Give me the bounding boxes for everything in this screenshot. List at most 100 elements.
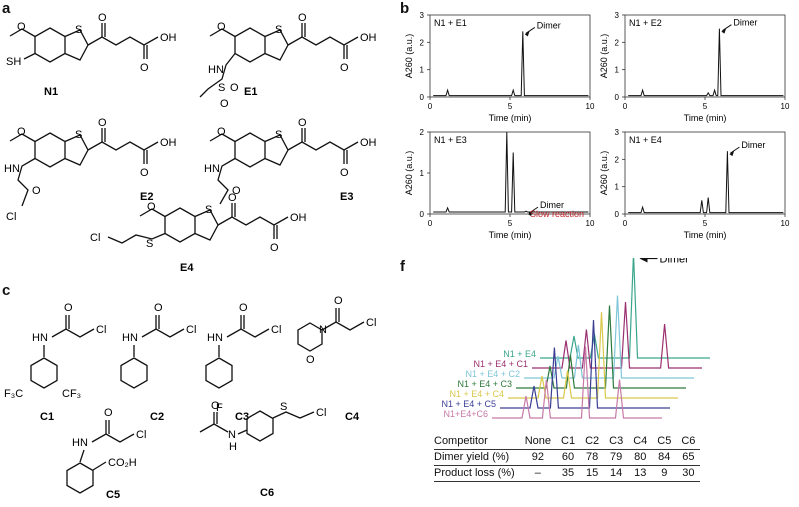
svg-text:Cl: Cl bbox=[366, 317, 376, 329]
y-tick-label: 3 bbox=[420, 11, 425, 20]
y-tick-label: 0 bbox=[420, 93, 425, 102]
svg-text:HN: HN bbox=[204, 163, 220, 175]
svg-text:O: O bbox=[154, 302, 163, 314]
y-tick-label: 2 bbox=[420, 128, 425, 137]
svg-text:F: F bbox=[216, 402, 223, 414]
chromatogram-trace bbox=[433, 31, 589, 97]
y-tick-label: 0 bbox=[420, 210, 425, 219]
svg-text:CF₃: CF₃ bbox=[62, 388, 81, 400]
panel-letter-f: f bbox=[400, 258, 405, 275]
y-axis-label: A260 (a.u.) bbox=[404, 34, 414, 79]
svg-text:OH: OH bbox=[360, 32, 377, 44]
x-tick-label: 5 bbox=[703, 102, 708, 111]
atom-oh: OH bbox=[160, 32, 177, 44]
chromatogram-title: N1 + E4 bbox=[629, 135, 662, 145]
svg-text:Cl: Cl bbox=[6, 211, 16, 223]
svg-text:OH: OH bbox=[290, 212, 307, 224]
svg-text:S: S bbox=[275, 129, 282, 141]
svg-text:HN: HN bbox=[4, 163, 20, 175]
table-cell: Competitor bbox=[434, 434, 520, 450]
series-label: N1 + E4 + C1 bbox=[473, 359, 528, 369]
y-tick-label: 1 bbox=[420, 169, 425, 178]
stacked-trace bbox=[492, 346, 662, 419]
dimer-arrowhead bbox=[524, 30, 530, 37]
svg-text:O: O bbox=[217, 21, 226, 33]
svg-text:Cl: Cl bbox=[90, 232, 100, 244]
y-axis-label: A260 (a.u.) bbox=[599, 151, 609, 196]
compound-e2: S O O OH O HN O Cl E2 bbox=[4, 117, 177, 223]
chromatogram-n1-e3: N1 + E3 0 1 2 0 5 10 Time (min) A260 (a.u.) Dimer… bbox=[404, 128, 595, 240]
chromatogram-n1-e2: N1 + E2 0 1 2 3 0 5 10 Time (min) A260 (a.u.) Dime… bbox=[599, 11, 790, 123]
panel-letter-b: b bbox=[400, 0, 410, 17]
label-e4: E4 bbox=[180, 262, 194, 274]
table-cell: C2 bbox=[580, 434, 605, 450]
svg-text:O: O bbox=[340, 167, 349, 179]
y-tick-label: 2 bbox=[615, 38, 620, 47]
atom-o-keto: O bbox=[98, 12, 107, 24]
x-tick-label: 5 bbox=[508, 102, 513, 111]
svg-text:HN: HN bbox=[208, 64, 224, 76]
dimer-arrowhead bbox=[528, 210, 533, 217]
y-tick-label: 3 bbox=[615, 128, 620, 137]
svg-text:O: O bbox=[239, 302, 248, 314]
x-tick-label: 10 bbox=[586, 102, 595, 111]
table-cell: C4 bbox=[628, 434, 653, 450]
x-tick-label: 10 bbox=[781, 102, 790, 111]
svg-text:O: O bbox=[98, 117, 107, 129]
y-tick-label: 3 bbox=[615, 11, 620, 20]
compound-e4: S O O OH O Cl S E4 bbox=[90, 192, 307, 274]
svg-text:OH: OH bbox=[360, 137, 377, 149]
table-cell: 13 bbox=[628, 465, 653, 482]
chromatogram-n1-e1: N1 + E1 0 1 2 3 0 5 10 Time (min) A260 (a.u.) Dime… bbox=[404, 11, 595, 123]
chromatogram-trace bbox=[628, 28, 784, 97]
compound-c5: HN O Cl CO₂H C5 bbox=[66, 407, 146, 501]
x-tick-label: 0 bbox=[623, 219, 628, 228]
dimer-arrowhead bbox=[639, 258, 648, 263]
stacked-trace bbox=[524, 295, 694, 379]
label-c1: C1 bbox=[40, 411, 54, 423]
atom-o-acid: O bbox=[140, 62, 149, 74]
table-header-row: Competitor None C1 C2 C3 C4 C5 C6 bbox=[434, 434, 701, 450]
svg-text:S: S bbox=[280, 401, 287, 413]
label-c4: C4 bbox=[345, 411, 360, 423]
label-e1: E1 bbox=[244, 86, 257, 98]
label-e3: E3 bbox=[340, 191, 353, 203]
table-cell: C3 bbox=[604, 434, 629, 450]
x-tick-label: 0 bbox=[623, 102, 628, 111]
svg-text:O: O bbox=[334, 295, 343, 307]
svg-text:CO₂H: CO₂H bbox=[108, 457, 137, 469]
dimer-arrowhead bbox=[729, 150, 735, 157]
label-c6: C6 bbox=[260, 487, 274, 499]
x-axis-label: Time (min) bbox=[489, 113, 532, 123]
svg-text:O: O bbox=[270, 242, 279, 254]
compound-c6: O N H S Cl C6 bbox=[199, 400, 326, 499]
chromatogram-n1-e4: N1 + E4 0 1 2 3 0 5 10 Time (min) A260 (a.u.) Dime… bbox=[599, 128, 790, 240]
svg-text:S: S bbox=[75, 129, 82, 141]
y-tick-label: 1 bbox=[615, 183, 620, 192]
y-tick-label: 0 bbox=[615, 210, 620, 219]
compound-c1: HN O Cl F₃C CF₃ C1 bbox=[4, 302, 106, 423]
svg-text:HN: HN bbox=[122, 332, 138, 344]
chromatogram-trace bbox=[628, 151, 784, 214]
svg-text:Cl: Cl bbox=[96, 324, 106, 336]
dimer-annotation: Dimer bbox=[537, 20, 561, 30]
table-cell: C5 bbox=[652, 434, 677, 450]
label-c5: C5 bbox=[106, 489, 120, 501]
svg-text:O: O bbox=[298, 12, 307, 24]
svg-text:Cl: Cl bbox=[136, 429, 146, 441]
table-cell: C1 bbox=[556, 434, 581, 450]
panel-a-structures: S O O OH O SH N1 S O O OH O HN S O O E1 … bbox=[4, 12, 377, 274]
n1-substituent: SH bbox=[6, 56, 21, 68]
table-cell: 78 bbox=[580, 449, 605, 466]
svg-text:Cl: Cl bbox=[316, 407, 326, 419]
table-cell: C6 bbox=[676, 434, 701, 450]
svg-text:S: S bbox=[218, 82, 225, 94]
stacked-trace bbox=[500, 319, 670, 409]
x-axis-label: Time (min) bbox=[684, 113, 727, 123]
table-row: Dimer yield (%) 92 60 78 79 80 84 65 bbox=[434, 449, 701, 466]
stacked-series: N1 + E4 + C4 bbox=[449, 312, 678, 399]
svg-text:O: O bbox=[104, 407, 113, 419]
atom-o-methoxy: O bbox=[17, 21, 26, 33]
svg-text:O: O bbox=[17, 126, 26, 138]
